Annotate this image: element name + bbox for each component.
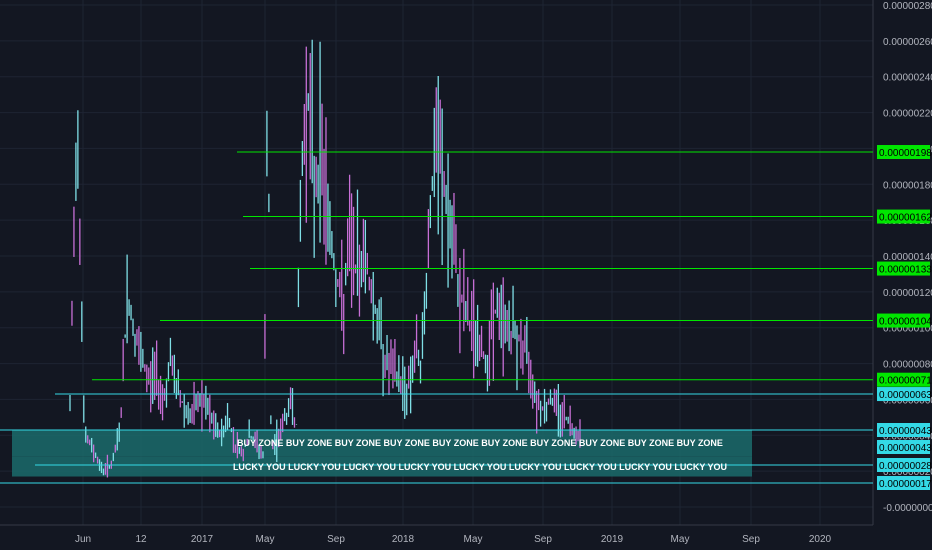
- zone-label: LUCKY YOU LUCKY YOU LUCKY YOU LUCKY YOU …: [233, 462, 727, 472]
- y-tick-label: 0.00000020: [883, 467, 932, 478]
- y-tick-label: 0.00000100: [883, 324, 932, 335]
- price-tag: [877, 458, 930, 472]
- y-tick-label: 0.00000120: [883, 288, 932, 299]
- price-tag-label: 0.00000043: [879, 426, 932, 437]
- price-tag: [877, 209, 930, 224]
- price-tag-label: 0.00000063: [879, 390, 932, 401]
- x-tick-label: Jun: [75, 534, 91, 545]
- y-tick-label: 0.00000280: [883, 1, 932, 12]
- x-tick-label: May: [256, 534, 275, 545]
- zone-rect: [12, 456, 752, 477]
- price-tag: [877, 313, 930, 328]
- price-tag: [877, 440, 930, 454]
- x-tick-label: 2020: [809, 534, 832, 545]
- x-tick-label: 12: [135, 534, 147, 545]
- x-tick-label: 2017: [191, 534, 214, 545]
- y-tick-label: 0.00000220: [883, 109, 932, 120]
- x-tick-label: Sep: [742, 534, 760, 545]
- y-tick-label: 0.00000140: [883, 252, 932, 263]
- price-tag-label: 0.00000104: [879, 317, 932, 328]
- price-tag: [877, 423, 930, 437]
- x-tick-label: May: [671, 534, 690, 545]
- y-tick-label: 0.00000260: [883, 37, 932, 48]
- x-tick-label: Sep: [327, 534, 345, 545]
- price-tag: [877, 261, 930, 276]
- price-tag-label: 0.00000017: [879, 479, 932, 490]
- price-tag-label: 0.00000043: [879, 443, 932, 454]
- price-tag-label: 0.00000133: [879, 265, 932, 276]
- y-tick-label: -0.0000000: [883, 503, 932, 514]
- y-tick-label: 0.00000080: [883, 360, 932, 371]
- x-tick-label: May: [464, 534, 483, 545]
- y-tick-label: 0.00000180: [883, 180, 932, 191]
- x-tick-label: 2019: [601, 534, 624, 545]
- price-tag: [877, 145, 930, 160]
- price-tag: [877, 372, 930, 387]
- price-tag-label: 0.00000198: [879, 148, 932, 159]
- x-tick-label: 2018: [392, 534, 415, 545]
- y-tick-label: 0.00000240: [883, 73, 932, 84]
- price-tag: [877, 387, 930, 402]
- x-tick-label: Sep: [534, 534, 552, 545]
- zone-rect: [12, 429, 752, 457]
- price-tag-label: 0.00000028: [879, 461, 932, 472]
- price-tag: [877, 476, 930, 490]
- zone-label: BUY ZONE BUY ZONE BUY ZONE BUY ZONE BUY …: [237, 438, 723, 448]
- price-tag-label: 0.00000071: [879, 376, 932, 387]
- price-tag-label: 0.00000162: [879, 213, 932, 224]
